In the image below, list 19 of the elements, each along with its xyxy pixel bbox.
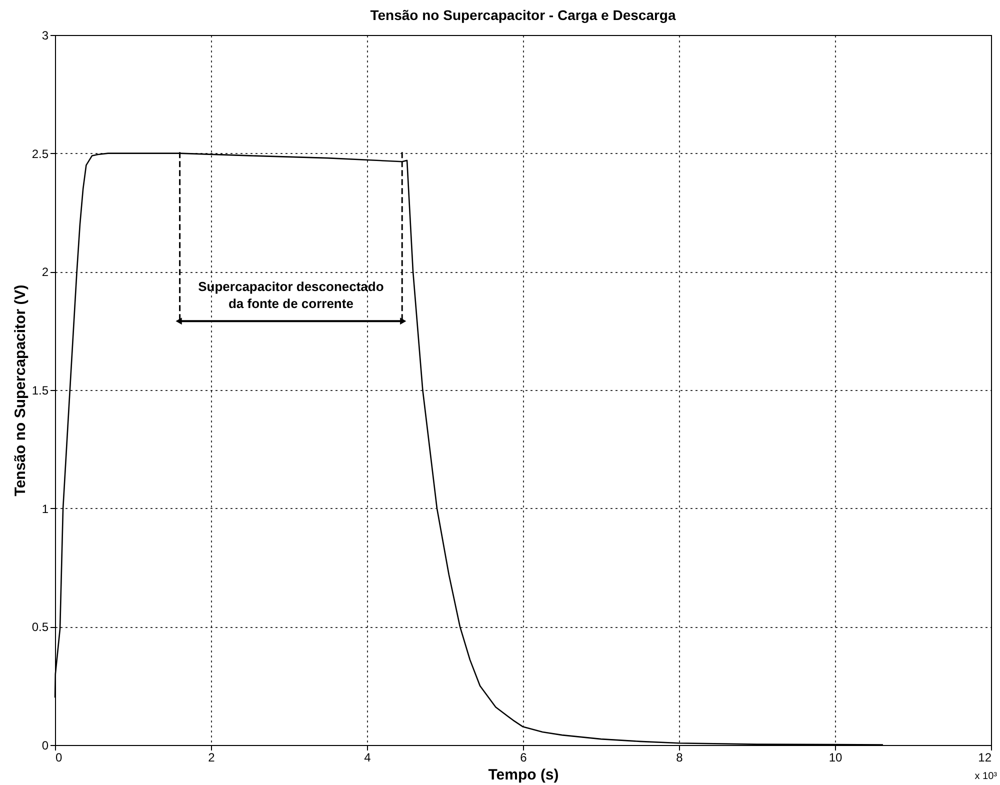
- y-tick-label: 2: [42, 265, 49, 280]
- x-tick-label: 8: [676, 750, 684, 764]
- y-tick-label: 3: [42, 28, 49, 42]
- x-axis-title: Tempo (s): [488, 766, 559, 784]
- x-tick-label: 4: [364, 750, 372, 764]
- y-tick-label: 1: [42, 502, 49, 516]
- chart-title: Tensão no Supercapacitor - Carga e Descarga: [370, 7, 676, 23]
- y-tick-label: 0: [42, 738, 49, 752]
- x-tick-label: 12: [978, 750, 992, 764]
- annotation: Supercapacitor desconectado da fonte de corrente: [198, 279, 384, 312]
- x-tick-label: 10: [828, 750, 842, 764]
- y-tick-label: 0.5: [32, 620, 49, 634]
- y-tick-label: 1.5: [32, 384, 49, 398]
- y-tick-label: 2.5: [32, 146, 49, 161]
- x-tick-label: 2: [208, 750, 216, 764]
- text: x 10³: [974, 771, 998, 782]
- x-tick-label: 0: [56, 750, 62, 764]
- y-axis-title: Tensão no Supercapacitor (V): [12, 284, 29, 496]
- x-tick-label: 6: [520, 750, 528, 764]
